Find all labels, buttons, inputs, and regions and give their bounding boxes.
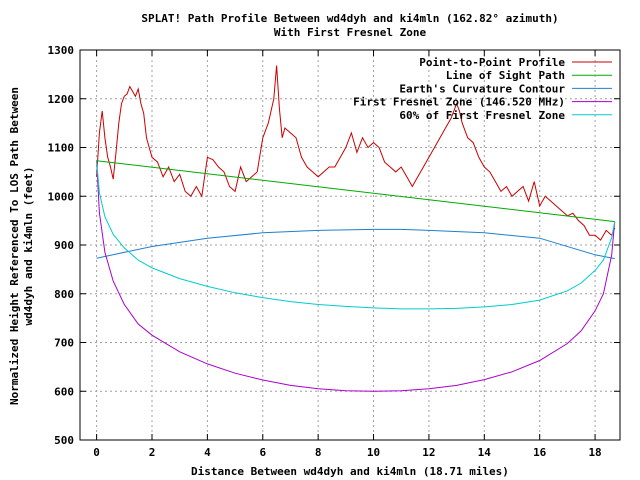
y-tick-label: 800: [54, 288, 74, 301]
y-axis-label-line2: wd4dyh and ki4mln (feet): [22, 167, 35, 326]
y-tick-label: 900: [54, 239, 74, 252]
legend-label-5: 60% of First Fresnel Zone: [399, 109, 565, 122]
y-tick-label: 1200: [48, 93, 75, 106]
series-line-2: [96, 160, 615, 223]
legend-label-3: Earth's Curvature Contour: [399, 82, 565, 95]
x-axis-label: Distance Between wd4dyh and ki4mln (18.7…: [191, 465, 509, 478]
series-line-4: [96, 160, 616, 392]
x-tick-label: 14: [478, 446, 492, 459]
chart-title: SPLAT! Path Profile Between wd4dyh and k…: [141, 12, 558, 25]
series-line-5: [96, 160, 616, 310]
grid-lines: [80, 50, 620, 440]
x-tick-label: 12: [422, 446, 435, 459]
y-axis-ticks: 500 600 700 800 900 1000 1100 1200 1300: [48, 44, 620, 447]
x-tick-label: 6: [259, 446, 266, 459]
y-tick-label: 600: [54, 385, 74, 398]
x-tick-label: 0: [93, 446, 100, 459]
x-tick-label: 10: [367, 446, 380, 459]
legend-label-1: Point-to-Point Profile: [419, 56, 565, 69]
y-tick-label: 700: [54, 337, 74, 350]
x-tick-label: 16: [533, 446, 547, 459]
x-tick-label: 8: [315, 446, 322, 459]
x-tick-label: 18: [588, 446, 601, 459]
series-line-1: [96, 65, 616, 241]
y-tick-label: 500: [54, 434, 74, 447]
y-tick-label: 1300: [48, 44, 75, 57]
y-axis-label-line1: Normalized Height Referenced To LOS Path…: [8, 87, 21, 405]
x-tick-label: 4: [204, 446, 211, 459]
y-tick-label: 1000: [48, 190, 75, 203]
plot-frame: [79, 49, 621, 441]
series-line-3: [96, 228, 615, 260]
chart-subtitle: With First Fresnel Zone: [274, 26, 427, 39]
legend-label-2: Line of Sight Path: [446, 69, 565, 82]
series-lines: [96, 65, 616, 392]
legend-label-4: First Fresnel Zone (146.520 MHz): [353, 96, 565, 109]
y-tick-label: 1100: [48, 142, 75, 155]
x-axis-ticks: 0 2 4 6 8 10 12 14 16 18: [93, 50, 602, 459]
x-tick-label: 2: [149, 446, 156, 459]
